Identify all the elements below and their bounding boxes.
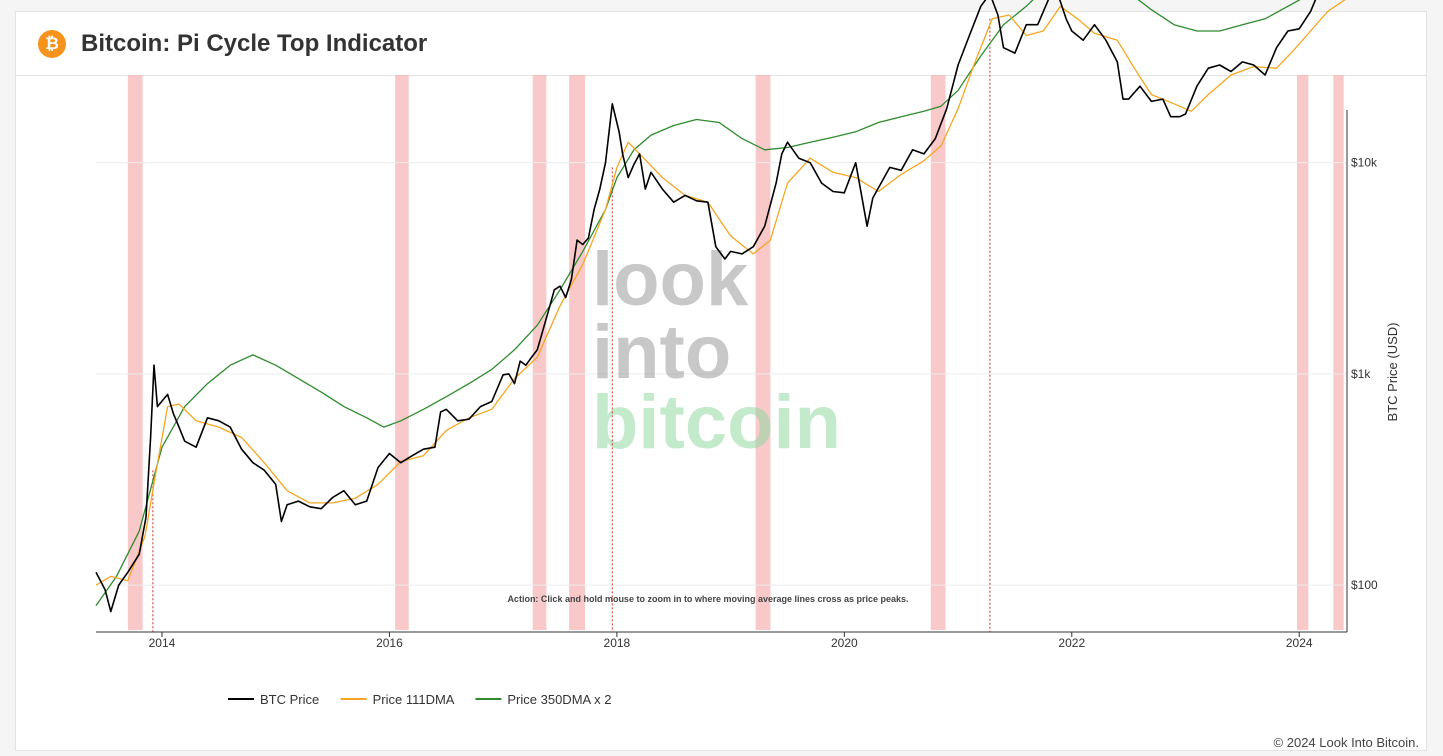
legend-item-label[interactable]: Price 350DMA x 2 [507, 692, 611, 707]
series-line-price-350dma-x-2 [95, 0, 1301, 606]
highlight-bands [127, 75, 1344, 630]
x-tick-label: 2018 [604, 636, 631, 650]
highlight-band-5 [930, 75, 946, 630]
series-line-price-111dma [95, 0, 1346, 586]
highlight-band-6 [1296, 75, 1309, 630]
watermark-into: into [592, 310, 731, 395]
gridlines [96, 162, 1347, 586]
watermark-bitcoin: bitcoin [592, 380, 841, 465]
x-tick-label: 2020 [831, 636, 858, 650]
series-lines [95, 0, 1346, 613]
copyright: © 2024 Look Into Bitcoin. [1273, 735, 1419, 750]
watermark-look: look [592, 237, 749, 322]
y-tick-label: $10k [1351, 156, 1378, 170]
highlight-band-7 [1333, 75, 1344, 630]
x-tick-label: 2022 [1058, 636, 1085, 650]
watermark: look into bitcoin [592, 237, 841, 465]
highlight-band-4 [755, 75, 771, 630]
chart-header: ₿ Bitcoin: Pi Cycle Top Indicator [16, 12, 1426, 76]
x-tick-label: 2014 [149, 636, 176, 650]
axes: $100 $1k $10k 2014 2016 2018 2020 2022 2024 [96, 110, 1378, 650]
legend-item-label[interactable]: BTC Price [260, 692, 319, 707]
zoom-hint: Action: Click and hold mouse to zoom in … [507, 594, 908, 604]
highlight-band-0 [127, 75, 143, 630]
cross-lines [152, 18, 991, 632]
y-tick-label: $100 [1351, 578, 1378, 592]
y-axis-label: BTC Price (USD) [1385, 323, 1400, 422]
y-tick-label: $1k [1351, 367, 1371, 381]
legend-item-label[interactable]: Price 111DMA [373, 692, 455, 707]
bitcoin-logo-icon: ₿ [38, 30, 66, 58]
highlight-band-3 [569, 75, 586, 630]
highlight-band-1 [395, 75, 409, 630]
x-tick-label: 2016 [376, 636, 403, 650]
legend[interactable]: BTC Price Price 111DMA Price 350DMA x 2 [228, 692, 611, 707]
page-title: Bitcoin: Pi Cycle Top Indicator [81, 30, 428, 57]
series-line-btc-price [95, 0, 1317, 613]
chart-card: ₿ Bitcoin: Pi Cycle Top Indicator [15, 11, 1427, 751]
x-tick-label: 2024 [1286, 636, 1313, 650]
